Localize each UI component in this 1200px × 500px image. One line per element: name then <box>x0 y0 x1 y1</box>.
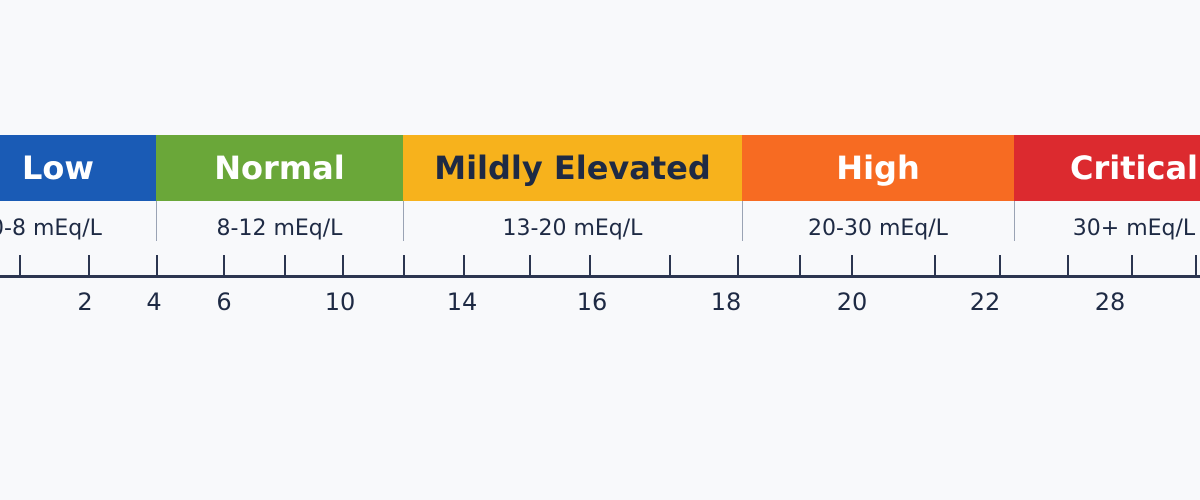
segment-low-range: 0-8 mEq/L <box>0 215 102 241</box>
segment-label: Low <box>22 149 94 187</box>
axis-tick-label: 28 <box>1094 288 1126 316</box>
segment-divider <box>742 201 743 241</box>
segment-normal-range: 8-12 mEq/L <box>216 215 343 241</box>
axis-tick <box>223 255 225 275</box>
axis-tick <box>19 255 21 275</box>
axis-tick <box>737 255 739 275</box>
axis-tick <box>284 255 286 275</box>
segment-divider <box>156 201 157 241</box>
segment-critical-header: Critical <box>1014 135 1200 201</box>
axis-tick <box>999 255 1001 275</box>
axis-tick <box>463 255 465 275</box>
axis-tick <box>1131 255 1133 275</box>
axis-tick-label: 10 <box>324 288 356 316</box>
axis-tick-label: 6 <box>216 288 232 316</box>
axis-tick-label: 14 <box>446 288 478 316</box>
axis-tick-label: 4 <box>146 288 162 316</box>
axis-tick <box>403 255 405 275</box>
axis-line <box>0 275 1200 278</box>
axis-tick-label: 18 <box>710 288 742 316</box>
axis-tick-label: 16 <box>576 288 608 316</box>
axis-tick-label: 22 <box>969 288 1001 316</box>
axis-tick <box>669 255 671 275</box>
segment-label: Normal <box>214 149 345 187</box>
axis-tick <box>156 255 158 275</box>
segment-label: Critical <box>1069 149 1199 187</box>
segment-low-header: Low <box>0 135 156 201</box>
segment-normal-header: Normal <box>156 135 403 201</box>
segment-high-range: 20-30 mEq/L <box>808 215 948 241</box>
axis-tick <box>589 255 591 275</box>
axis-tick <box>851 255 853 275</box>
segment-divider <box>403 201 404 241</box>
axis-tick <box>342 255 344 275</box>
axis-tick-label: 20 <box>836 288 868 316</box>
axis-tick <box>934 255 936 275</box>
segment-label: High <box>836 149 920 187</box>
axis-tick-label: 2 <box>77 288 93 316</box>
axis-tick <box>88 255 90 275</box>
axis-tick <box>1195 255 1197 275</box>
axis-tick <box>529 255 531 275</box>
axis-tick <box>1067 255 1069 275</box>
segment-mildly-elevated-header: Mildly Elevated <box>403 135 742 201</box>
axis-tick <box>799 255 801 275</box>
segment-divider <box>1014 201 1015 241</box>
segment-mildly-elevated-range: 13-20 mEq/L <box>502 215 643 241</box>
segment-label: Mildly Elevated <box>434 149 711 187</box>
segment-high-header: High <box>742 135 1014 201</box>
segment-critical-range: 30+ mEq/L <box>1072 215 1196 241</box>
